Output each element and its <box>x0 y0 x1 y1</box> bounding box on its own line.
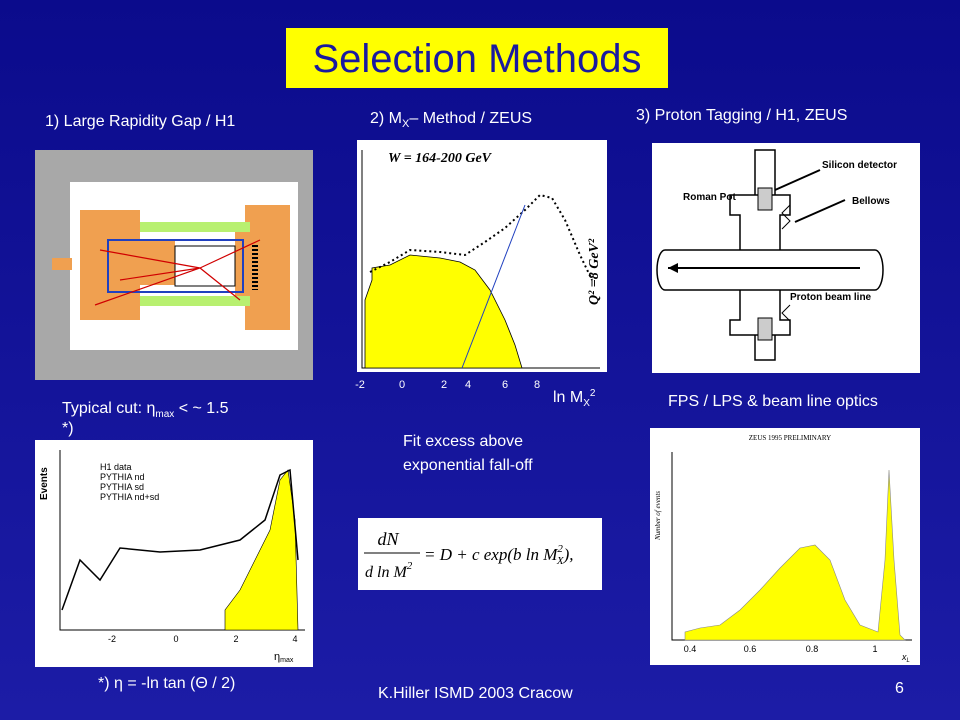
shape <box>107 239 244 293</box>
x-tick-label: 2 <box>441 379 447 391</box>
x-label: ηmax <box>274 651 294 664</box>
x-tick-label: 1 <box>872 644 877 654</box>
text-part: η <box>274 651 280 663</box>
diagram-label: Silicon detector <box>822 160 897 171</box>
detector-image <box>35 150 313 380</box>
text-part: X <box>583 398 590 409</box>
x-tick-label: 0.4 <box>684 644 697 654</box>
plot-title: ZEUS 1995 PRELIMINARY <box>749 434 831 442</box>
cut-note: *) <box>62 420 74 437</box>
caption: exponential fall-off <box>403 457 533 474</box>
text-part: X <box>402 118 410 130</box>
shape: Silicon detector Roman Pot Bellows Proto… <box>683 160 897 303</box>
shape <box>174 245 236 287</box>
text-part: L <box>907 658 910 664</box>
shape <box>668 263 678 273</box>
shape <box>52 258 72 270</box>
shape <box>61 468 299 611</box>
x-label: ln MX2 <box>553 388 596 409</box>
text-part: = D + c exp(b ln M <box>424 545 558 564</box>
x-tick-label: 0.6 <box>744 644 757 654</box>
diagram-label: Proton beam line <box>790 292 872 303</box>
shape <box>461 204 526 369</box>
text-part: ln M <box>553 389 583 406</box>
formula: dN d ln M2 = D + c exp(b ln M2 X), <box>358 518 602 590</box>
page-number: 6 <box>895 680 904 697</box>
shape: -2 0 2 4 6 8 <box>355 379 540 391</box>
cut-text: Typical cut: ηmax < ~ 1.5 <box>62 400 229 420</box>
shape <box>140 222 250 232</box>
legend-entry: PYTHIA nd+sd <box>100 492 159 502</box>
x-tick-label: 8 <box>534 379 540 391</box>
text-part: 2) M <box>370 110 402 127</box>
title-box <box>286 28 668 88</box>
shape <box>224 469 299 631</box>
y-label: Events <box>39 467 50 500</box>
text-part: d ln M <box>365 564 408 581</box>
shape <box>684 469 906 641</box>
y-label: Number of events <box>654 491 662 541</box>
shape <box>774 169 846 223</box>
x-tick-label: -2 <box>355 379 365 391</box>
shape <box>757 187 773 211</box>
formula-part: dN <box>377 529 399 549</box>
x-tick-label: 6 <box>502 379 508 391</box>
text-part: Typical cut: η <box>62 400 155 417</box>
legend-entry: PYTHIA nd <box>100 472 145 482</box>
shape <box>140 296 250 306</box>
shape <box>94 239 261 306</box>
formula-part: = D + c exp(b ln M2 X), <box>424 543 574 567</box>
footer: K.Hiller ISMD 2003 Cracow <box>378 685 573 702</box>
x-tick-label: 2 <box>233 634 238 644</box>
shape <box>757 317 773 341</box>
text-part: 2 <box>407 560 413 572</box>
text-part: 2 <box>557 543 563 555</box>
text-part: max <box>155 409 174 420</box>
x-label: xL <box>901 652 910 664</box>
x-tick-label: -2 <box>108 634 116 644</box>
shape <box>59 450 305 631</box>
eta-plot: Events H1 data PYTHIA nd PYTHIA sd PYTHI… <box>35 440 313 667</box>
heading: 3) Proton Tagging / H1, ZEUS <box>636 107 847 124</box>
shape <box>656 249 884 291</box>
caption: Fit excess above <box>403 433 523 450</box>
footnote: *) η = -ln tan (Θ / 2) <box>98 675 235 692</box>
shape <box>652 143 920 373</box>
shape <box>781 204 791 322</box>
shape <box>80 210 175 320</box>
text-part: x <box>901 652 907 662</box>
diagram-label: Bellows <box>852 196 890 207</box>
x-tick-label: 4 <box>292 634 297 644</box>
plot-title: W = 164-200 GeV <box>388 151 493 166</box>
text-part: 2 <box>590 388 596 399</box>
shape <box>364 254 523 369</box>
shape <box>369 193 593 281</box>
legend-entry: PYTHIA sd <box>100 482 144 492</box>
caption: FPS / LPS & beam line optics <box>668 393 878 410</box>
mx-plot: W = 164-200 GeV Q² =8 GeV² <box>357 140 607 372</box>
text-part: < ~ 1.5 <box>174 400 228 417</box>
legend-entry: H1 data <box>100 462 132 472</box>
shape <box>754 149 776 361</box>
x-tick-label: 0 <box>399 379 405 391</box>
heading: 2) MX– Method / ZEUS <box>370 110 532 130</box>
text-part: X <box>556 555 565 567</box>
formula-part: d ln M2 <box>365 560 413 581</box>
text-part: max <box>280 657 294 664</box>
text-part: ), <box>563 545 574 564</box>
diagram-label: Roman Pot <box>683 192 736 203</box>
x-tick-label: 0 <box>173 634 178 644</box>
roman-pot-diagram: Silicon detector Roman Pot Bellows Proto… <box>652 143 920 373</box>
heading: 1) Large Rapidity Gap / H1 <box>45 113 235 130</box>
x-tick-label: 0.8 <box>806 644 819 654</box>
shape <box>358 518 602 590</box>
text-part: – Method / ZEUS <box>409 110 532 127</box>
xl-plot: ZEUS 1995 PRELIMINARY Number of events 0… <box>650 428 920 665</box>
x-tick-label: 4 <box>465 379 471 391</box>
plot-label: Q² =8 GeV² <box>587 238 602 305</box>
title: Selection Methods <box>312 37 641 81</box>
